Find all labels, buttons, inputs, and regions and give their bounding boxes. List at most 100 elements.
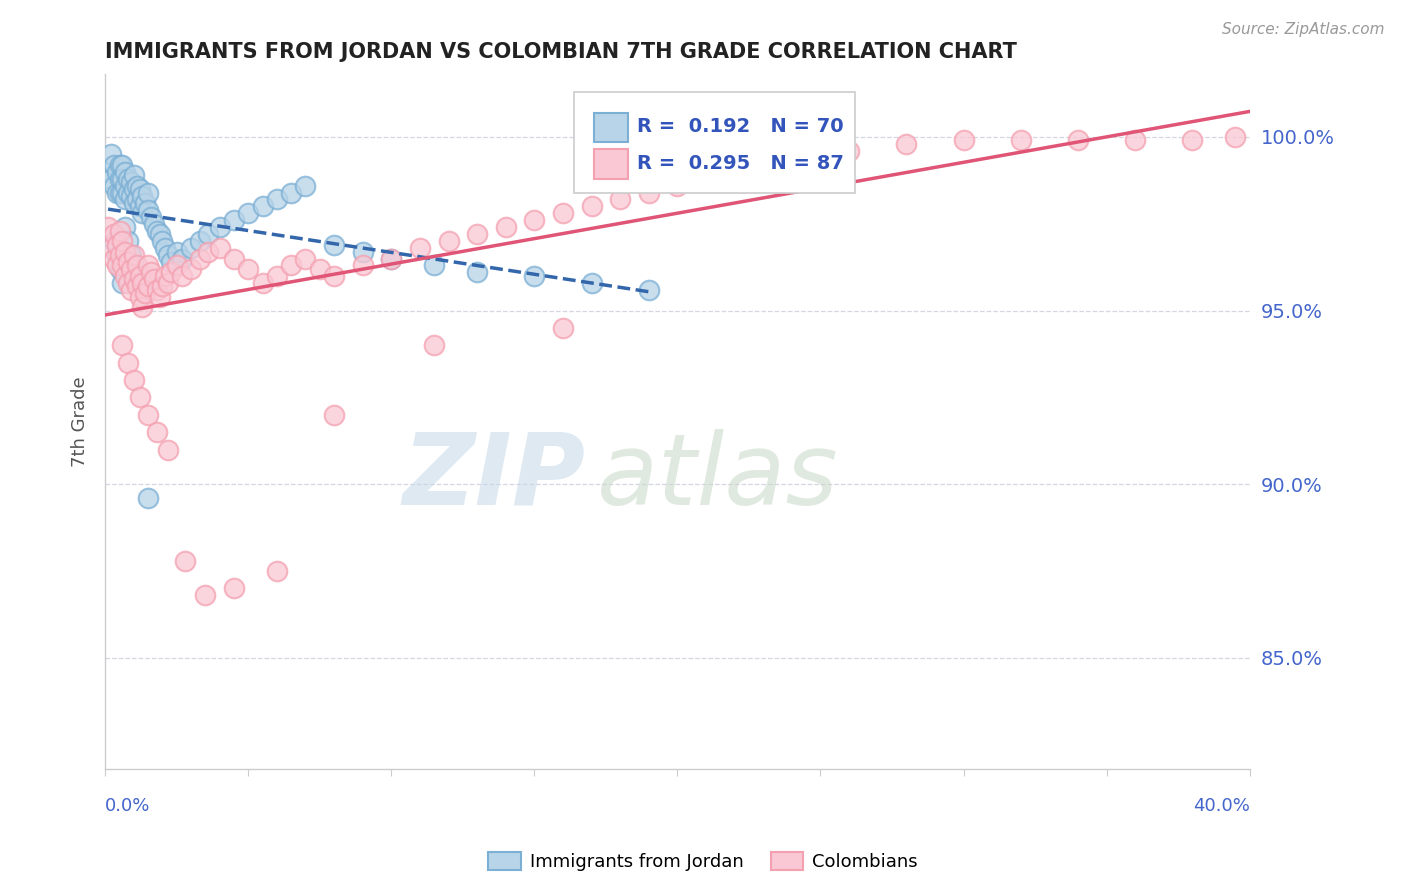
Point bbox=[103, 227, 125, 242]
Point bbox=[120, 175, 142, 189]
Point bbox=[266, 268, 288, 283]
Point bbox=[523, 213, 546, 227]
Point bbox=[120, 283, 142, 297]
Point bbox=[495, 220, 517, 235]
Point bbox=[352, 259, 374, 273]
Point bbox=[128, 391, 150, 405]
Point bbox=[100, 171, 122, 186]
Point bbox=[114, 193, 136, 207]
Y-axis label: 7th Grade: 7th Grade bbox=[72, 376, 89, 467]
Text: R =  0.192   N = 70: R = 0.192 N = 70 bbox=[637, 117, 844, 136]
Point bbox=[323, 268, 346, 283]
Point bbox=[157, 248, 180, 262]
Point bbox=[323, 237, 346, 252]
FancyBboxPatch shape bbox=[575, 92, 855, 193]
Point bbox=[122, 196, 145, 211]
Point bbox=[266, 564, 288, 578]
Point bbox=[308, 261, 330, 276]
Point bbox=[122, 168, 145, 182]
Point bbox=[666, 178, 689, 193]
Point bbox=[724, 164, 747, 178]
Point bbox=[108, 224, 131, 238]
Point bbox=[551, 206, 574, 220]
Point bbox=[114, 268, 136, 283]
Point bbox=[139, 265, 162, 279]
Point bbox=[100, 147, 122, 161]
Point bbox=[157, 276, 180, 290]
Text: 40.0%: 40.0% bbox=[1192, 797, 1250, 815]
Point bbox=[188, 252, 211, 266]
Point bbox=[114, 220, 136, 235]
Point bbox=[409, 241, 432, 255]
Text: IMMIGRANTS FROM JORDAN VS COLOMBIAN 7TH GRADE CORRELATION CHART: IMMIGRANTS FROM JORDAN VS COLOMBIAN 7TH … bbox=[105, 42, 1017, 62]
Point bbox=[581, 199, 603, 213]
Point bbox=[465, 227, 488, 242]
Point bbox=[172, 252, 194, 266]
Point bbox=[136, 279, 159, 293]
Point bbox=[97, 164, 120, 178]
Point bbox=[637, 283, 659, 297]
Point bbox=[142, 217, 165, 231]
Point bbox=[142, 272, 165, 286]
Point bbox=[166, 259, 188, 273]
Point bbox=[380, 252, 402, 266]
Point bbox=[280, 259, 302, 273]
Point bbox=[125, 279, 148, 293]
Point bbox=[111, 186, 134, 200]
Point bbox=[423, 338, 446, 352]
Text: R =  0.295   N = 87: R = 0.295 N = 87 bbox=[637, 153, 844, 173]
Point bbox=[136, 259, 159, 273]
Point bbox=[111, 259, 134, 273]
Point bbox=[197, 227, 219, 242]
Point bbox=[1181, 133, 1204, 147]
Point bbox=[174, 554, 197, 568]
Point bbox=[145, 283, 167, 297]
Point bbox=[695, 171, 717, 186]
Point bbox=[111, 158, 134, 172]
Point bbox=[294, 178, 316, 193]
Point bbox=[222, 252, 245, 266]
Point bbox=[108, 158, 131, 172]
Point bbox=[97, 220, 120, 235]
Point bbox=[122, 259, 145, 273]
Point bbox=[160, 265, 183, 279]
Point bbox=[105, 164, 128, 178]
Point bbox=[105, 237, 128, 252]
Point bbox=[148, 290, 170, 304]
Point bbox=[103, 158, 125, 172]
Point bbox=[108, 186, 131, 200]
Point bbox=[952, 133, 974, 147]
Point bbox=[134, 286, 156, 301]
Point bbox=[197, 244, 219, 259]
Point bbox=[252, 199, 274, 213]
Legend: Immigrants from Jordan, Colombians: Immigrants from Jordan, Colombians bbox=[481, 845, 925, 879]
Point bbox=[352, 244, 374, 259]
Point bbox=[222, 582, 245, 596]
Point bbox=[238, 261, 260, 276]
Point bbox=[145, 425, 167, 440]
Point bbox=[208, 220, 231, 235]
Point bbox=[1225, 130, 1247, 145]
Point bbox=[105, 186, 128, 200]
Point bbox=[111, 338, 134, 352]
Point bbox=[188, 234, 211, 248]
Point bbox=[155, 268, 177, 283]
Point bbox=[122, 272, 145, 286]
Point bbox=[122, 182, 145, 196]
Point bbox=[780, 151, 803, 165]
Point bbox=[551, 321, 574, 335]
Point bbox=[194, 589, 217, 603]
FancyBboxPatch shape bbox=[593, 112, 628, 142]
Point bbox=[128, 199, 150, 213]
Text: Source: ZipAtlas.com: Source: ZipAtlas.com bbox=[1222, 22, 1385, 37]
Point bbox=[423, 259, 446, 273]
Point bbox=[111, 276, 134, 290]
Point bbox=[155, 241, 177, 255]
Point bbox=[105, 259, 128, 273]
Point bbox=[180, 261, 202, 276]
Point bbox=[252, 276, 274, 290]
Point bbox=[131, 300, 153, 314]
Point bbox=[117, 171, 139, 186]
Point bbox=[581, 276, 603, 290]
Point bbox=[131, 276, 153, 290]
